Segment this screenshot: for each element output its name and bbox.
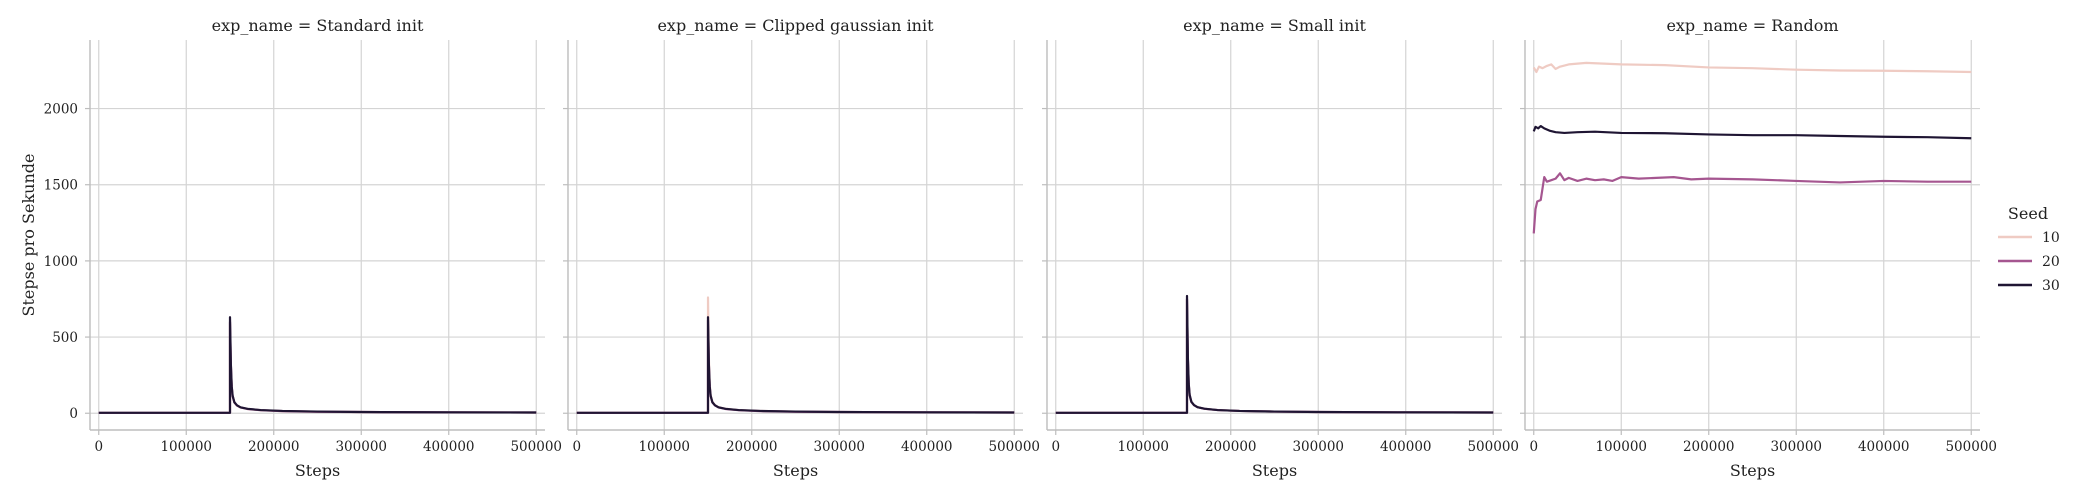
x-axis-label: Steps [1252,461,1297,480]
x-tick-label: 300000 [335,439,387,455]
series-line-seed-20 [1055,297,1494,414]
x-tick-label: 300000 [1770,439,1822,455]
x-axis-label: Steps [773,461,818,480]
x-tick-label: 500000 [1467,439,1519,455]
series-line-seed-30 [1532,124,1972,140]
x-tick-label: 300000 [1292,439,1344,455]
legend-label: 20 [2042,254,2060,270]
legend-title: Seed [2008,204,2048,223]
x-tick-label: 0 [572,439,581,455]
x-tick-label: 200000 [1683,439,1735,455]
panel-title: exp_name = Random [1666,16,1838,35]
x-tick-label: 500000 [988,439,1040,455]
x-tick-label: 0 [1529,439,1538,455]
y-tick-label: 2000 [44,102,78,118]
x-tick-label: 100000 [160,439,212,455]
x-tick-label: 200000 [726,439,778,455]
y-axis-label: Stepse pro Sekunde [19,154,38,317]
legend: Seed 10 20 30 [1998,204,2060,294]
panel-title: exp_name = Small init [1183,16,1366,35]
legend-label: 10 [2042,230,2060,246]
y-tick-label: 1000 [44,254,78,270]
series-line-seed-30 [1055,294,1494,414]
x-tick-label: 500000 [1945,439,1997,455]
series-line-seed-20 [98,320,537,414]
x-axis-label: Steps [1730,461,1775,480]
x-tick-label: 400000 [423,439,475,455]
x-tick-label: 0 [1051,439,1060,455]
x-tick-label: 0 [94,439,103,455]
x-tick-label: 100000 [1595,439,1647,455]
y-tick-label: 500 [52,330,78,346]
x-axis-label: Steps [295,461,340,480]
series-line-seed-20 [576,319,1015,414]
legend-label: 30 [2042,278,2060,294]
x-tick-label: 400000 [1380,439,1432,455]
x-tick-label: 100000 [1117,439,1169,455]
panel-title: exp_name = Clipped gaussian init [657,16,934,35]
x-tick-label: 200000 [248,439,300,455]
x-tick-label: 200000 [1205,439,1257,455]
series-line-seed-20 [1532,172,1972,234]
series-line-seed-10 [576,296,1015,414]
x-tick-label: 300000 [813,439,865,455]
panel-title: exp_name = Standard init [212,16,424,35]
x-tick-label: 500000 [510,439,562,455]
y-tick-label: 1500 [44,178,78,194]
facet-panel-1: 0 100000 200000 300000 400000 500000 0 500 1000 1… [44,16,562,480]
series-line-seed-10 [1532,61,1972,74]
facet-panel-3: 0 100000 200000 300000 400000 500000 exp_name … [1042,16,1519,480]
facet-panel-2: 0 100000 200000 300000 400000 500000 exp_name … [563,16,1040,480]
series-line-seed-10 [1055,299,1494,414]
x-tick-label: 400000 [901,439,953,455]
x-tick-label: 400000 [1858,439,1910,455]
y-tick-label: 0 [69,406,78,422]
x-tick-label: 100000 [638,439,690,455]
facet-panel-4: 0 100000 200000 300000 400000 500000 exp_name … [1520,16,1997,480]
series-line-seed-30 [98,316,537,414]
series-line-seed-30 [576,316,1015,414]
